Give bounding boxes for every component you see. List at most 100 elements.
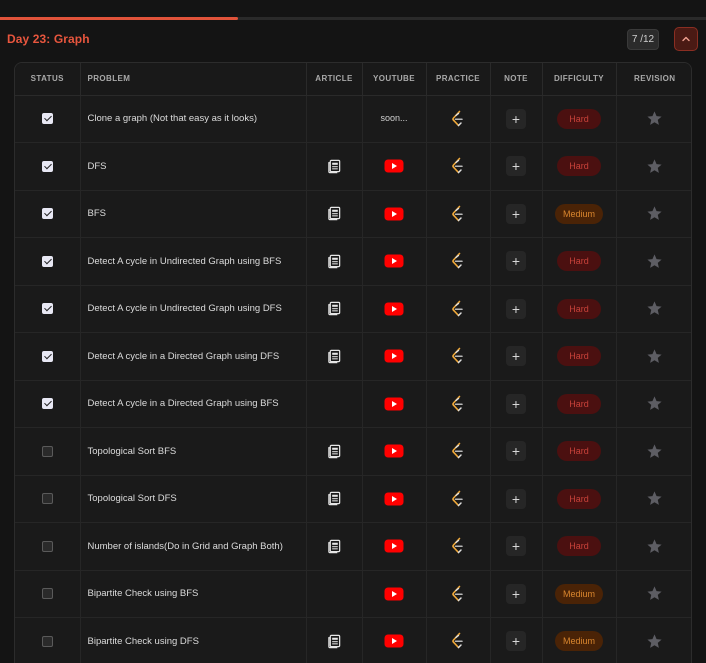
star-icon[interactable] [646,633,663,650]
add-note-button[interactable]: + [506,536,526,557]
youtube-icon[interactable] [384,539,404,553]
article-icon[interactable] [327,349,342,364]
article-icon[interactable] [327,301,342,316]
problem-name[interactable]: BFS [80,190,307,238]
leetcode-icon[interactable] [450,300,466,318]
note-cell: + [490,475,543,523]
problem-name[interactable]: Number of islands(Do in Grid and Graph B… [80,522,307,571]
article-cell [306,95,363,143]
star-icon[interactable] [646,395,663,412]
problem-name[interactable]: Clone a graph (Not that easy as it looks… [80,95,307,143]
header-youtube: YouTube [362,63,427,96]
table-row: Detect A cycle in a Directed Graph using… [15,380,691,428]
article-icon[interactable] [327,539,342,554]
difficulty-badge: Medium [554,583,603,604]
leetcode-icon[interactable] [450,585,466,603]
status-cell [15,332,81,381]
add-note-button[interactable]: + [506,203,526,224]
leetcode-icon[interactable] [450,537,466,555]
status-checkbox[interactable] [41,113,53,125]
star-icon[interactable] [646,348,663,365]
add-note-button[interactable]: + [506,298,526,319]
star-icon[interactable] [646,538,663,555]
star-icon[interactable] [646,585,663,602]
problem-name[interactable]: Detect A cycle in Undirected Graph using… [80,237,307,286]
article-icon[interactable] [327,634,342,649]
leetcode-icon[interactable] [450,395,466,413]
star-icon[interactable] [646,158,663,175]
add-note-button[interactable]: + [506,156,526,177]
status-checkbox[interactable] [41,160,53,172]
leetcode-icon[interactable] [450,347,466,365]
add-note-button[interactable]: + [506,583,526,604]
youtube-soon-label: soon... [380,113,408,124]
collapse-button[interactable] [674,27,698,51]
status-checkbox[interactable] [41,350,53,362]
article-icon[interactable] [327,206,342,221]
youtube-icon[interactable] [384,587,404,601]
youtube-icon[interactable] [384,634,404,648]
practice-cell [426,285,491,333]
add-note-button[interactable]: + [506,346,526,367]
article-icon[interactable] [327,159,342,174]
article-icon[interactable] [327,491,342,506]
add-note-button[interactable]: + [506,393,526,414]
star-icon[interactable] [646,110,663,127]
problem-name[interactable]: Bipartite Check using BFS [80,570,307,618]
status-checkbox[interactable] [41,588,53,600]
star-icon[interactable] [646,300,663,317]
leetcode-icon[interactable] [450,632,466,650]
article-icon[interactable] [327,254,342,269]
status-checkbox[interactable] [41,208,53,220]
star-icon[interactable] [646,205,663,222]
problem-name[interactable]: Detect A cycle in a Directed Graph using… [80,332,307,381]
problem-name[interactable]: DFS [80,142,307,191]
article-icon[interactable] [327,444,342,459]
leetcode-icon[interactable] [450,205,466,223]
leetcode-icon[interactable] [450,252,466,270]
status-checkbox[interactable] [41,540,53,552]
difficulty-badge: Hard [557,251,601,272]
youtube-icon[interactable] [384,302,404,316]
problem-name[interactable]: Detect A cycle in a Directed Graph using… [80,380,307,428]
problem-name[interactable]: Topological Sort BFS [80,427,307,476]
star-icon[interactable] [646,490,663,507]
add-note-button[interactable]: + [506,488,526,509]
youtube-icon[interactable] [384,349,404,363]
leetcode-icon[interactable] [450,490,466,508]
practice-cell [426,380,491,428]
add-note-button[interactable]: + [506,631,526,652]
status-checkbox[interactable] [41,493,53,505]
youtube-icon[interactable] [384,444,404,458]
problem-name[interactable]: Bipartite Check using DFS [80,617,307,663]
youtube-icon[interactable] [384,207,404,221]
add-note-button[interactable]: + [506,441,526,462]
header-revision: Revision [616,63,691,96]
problem-name[interactable]: Topological Sort DFS [80,475,307,523]
table-row: Bipartite Check using BFS + Medium [15,570,691,618]
status-checkbox[interactable] [41,445,53,457]
youtube-icon[interactable] [384,492,404,506]
status-checkbox[interactable] [41,255,53,267]
status-cell [15,427,81,476]
youtube-cell [362,475,427,523]
status-checkbox[interactable] [41,635,53,647]
practice-cell [426,427,491,476]
difficulty-cell: Hard [542,332,617,381]
star-icon[interactable] [646,253,663,270]
article-cell [306,142,363,191]
revision-cell [616,142,691,191]
leetcode-icon[interactable] [450,157,466,175]
add-note-button[interactable]: + [506,108,526,129]
youtube-icon[interactable] [384,254,404,268]
youtube-icon[interactable] [384,159,404,173]
plus-icon: + [511,443,521,460]
add-note-button[interactable]: + [506,251,526,272]
status-checkbox[interactable] [41,398,53,410]
status-checkbox[interactable] [41,303,53,315]
leetcode-icon[interactable] [450,442,466,460]
leetcode-icon[interactable] [450,110,466,128]
problem-name[interactable]: Detect A cycle in Undirected Graph using… [80,285,307,333]
youtube-icon[interactable] [384,397,404,411]
star-icon[interactable] [646,443,663,460]
